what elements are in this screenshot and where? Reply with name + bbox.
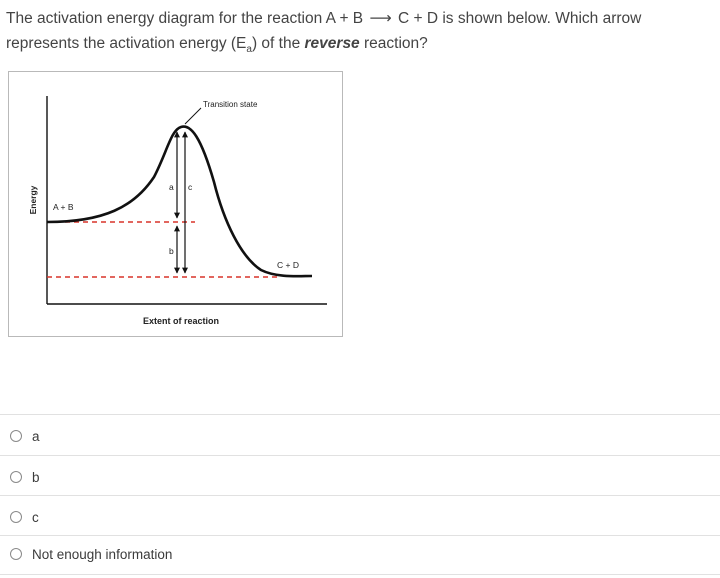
option-d-label: Not enough information <box>32 546 173 562</box>
option-b-label: b <box>32 469 40 485</box>
option-c-label: c <box>32 509 39 525</box>
energy-diagram-svg: Transition state A + B C + D a c b Exten… <box>28 96 327 326</box>
reactants-label: A + B <box>53 202 74 212</box>
radio-icon[interactable] <box>10 471 22 483</box>
divider <box>0 495 720 496</box>
arrow-b-label: b <box>169 246 174 256</box>
radio-icon[interactable] <box>10 511 22 523</box>
transition-state-label: Transition state <box>203 100 258 109</box>
question-text: The activation energy diagram for the re… <box>6 6 711 62</box>
question-part-2: C + D is shown below. Which arrow repres… <box>6 10 642 52</box>
option-a-label: a <box>32 428 40 444</box>
option-b[interactable]: b <box>10 466 40 488</box>
option-c[interactable]: c <box>10 506 39 528</box>
subscript-a: a <box>246 44 252 56</box>
arrow-a-label: a <box>169 182 174 192</box>
question-part-1: The activation energy diagram for the re… <box>6 10 364 27</box>
radio-icon[interactable] <box>10 430 22 442</box>
emphasis-reverse: reverse <box>304 35 360 52</box>
arrow-c-label: c <box>188 182 193 192</box>
option-not-enough-information[interactable]: Not enough information <box>10 543 172 565</box>
energy-curve <box>46 125 313 278</box>
y-axis-label: Energy <box>28 185 38 214</box>
reaction-arrow: ⟶ <box>369 10 392 27</box>
question-part-4: reaction? <box>359 35 428 52</box>
question-part-3: ) of the <box>251 35 305 52</box>
divider <box>0 574 720 575</box>
energy-diagram-figure: Transition state A + B C + D a c b Exten… <box>8 71 343 337</box>
transition-pointer <box>184 107 202 125</box>
products-label: C + D <box>277 260 299 270</box>
divider <box>0 414 720 415</box>
radio-icon[interactable] <box>10 548 22 560</box>
option-a[interactable]: a <box>10 425 40 447</box>
x-axis-label: Extent of reaction <box>143 316 219 326</box>
divider <box>0 535 720 536</box>
divider <box>0 455 720 456</box>
